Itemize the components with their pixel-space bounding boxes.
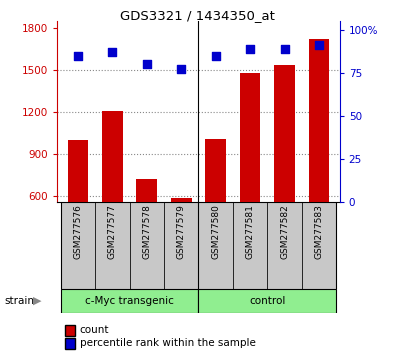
Bar <box>164 202 199 289</box>
Bar <box>61 202 95 289</box>
Text: GSM277582: GSM277582 <box>280 204 289 259</box>
Text: GSM277576: GSM277576 <box>73 204 83 259</box>
Text: c-Myc transgenic: c-Myc transgenic <box>85 296 174 306</box>
Point <box>178 67 184 72</box>
Text: GSM277578: GSM277578 <box>142 204 151 259</box>
Bar <box>274 65 295 280</box>
Text: GDS3321 / 1434350_at: GDS3321 / 1434350_at <box>120 9 275 22</box>
Text: ▶: ▶ <box>33 296 42 306</box>
Bar <box>199 289 336 313</box>
Bar <box>68 140 88 280</box>
Bar <box>130 202 164 289</box>
Text: GSM277580: GSM277580 <box>211 204 220 259</box>
Point <box>247 46 253 52</box>
Text: control: control <box>249 296 286 306</box>
Bar <box>61 289 199 313</box>
Point <box>109 49 116 55</box>
Text: GSM277583: GSM277583 <box>314 204 324 259</box>
Text: count: count <box>80 325 109 335</box>
Text: GSM277577: GSM277577 <box>108 204 117 259</box>
Point <box>213 53 219 58</box>
Text: GSM277579: GSM277579 <box>177 204 186 259</box>
Bar <box>240 73 260 280</box>
Bar <box>102 111 123 280</box>
Bar <box>302 202 336 289</box>
Point <box>316 42 322 48</box>
Bar <box>233 202 267 289</box>
Point <box>75 53 81 58</box>
Bar <box>95 202 130 289</box>
Text: strain: strain <box>4 296 34 306</box>
Bar <box>199 202 233 289</box>
Bar <box>309 39 329 280</box>
Point <box>144 61 150 67</box>
Bar <box>267 202 302 289</box>
Text: percentile rank within the sample: percentile rank within the sample <box>80 338 256 348</box>
Text: GSM277581: GSM277581 <box>246 204 255 259</box>
Bar <box>205 139 226 280</box>
Bar <box>171 198 192 280</box>
Bar <box>137 179 157 280</box>
Point <box>281 46 288 52</box>
